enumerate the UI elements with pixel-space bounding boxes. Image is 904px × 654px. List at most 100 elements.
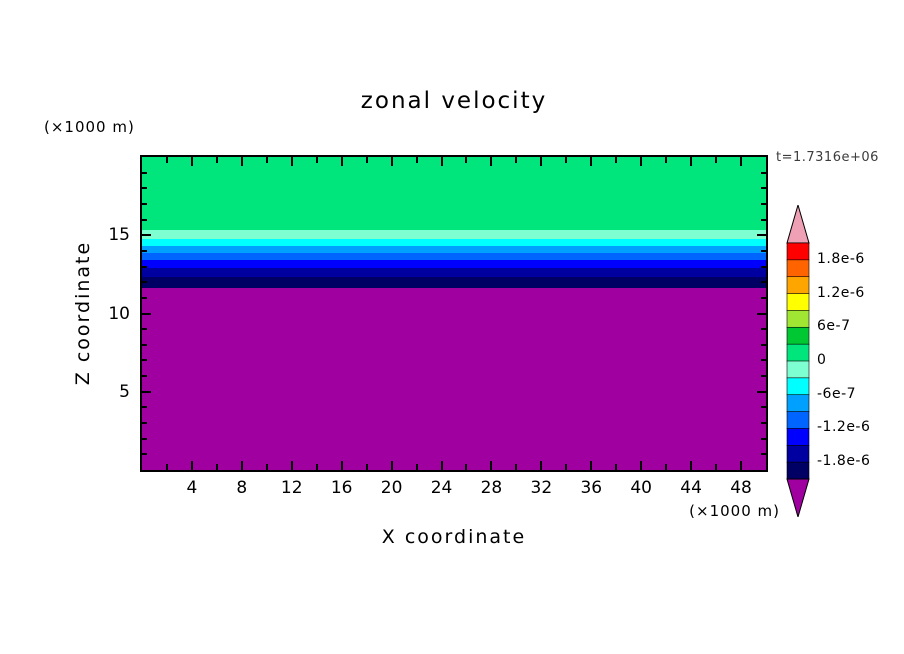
y-tick-label: 10 — [108, 303, 130, 324]
tick-mark — [690, 461, 693, 470]
time-label: t=1.7316e+06 — [776, 150, 879, 165]
tick-mark — [565, 157, 568, 163]
tick-mark — [142, 171, 147, 174]
tick-mark — [761, 249, 766, 252]
tick-mark — [715, 464, 718, 470]
colorbar-segment — [786, 394, 810, 413]
x-tick-label: 20 — [380, 478, 403, 498]
colorbar-label: 6e-7 — [817, 318, 851, 335]
tick-mark — [757, 234, 766, 237]
tick-mark — [640, 157, 643, 166]
heatmap-band — [142, 268, 766, 278]
colorbar-segment — [786, 326, 810, 345]
x-tick-label: 24 — [430, 478, 453, 498]
tick-mark — [315, 464, 318, 470]
tick-mark — [761, 453, 766, 456]
tick-mark — [761, 343, 766, 346]
tick-mark — [215, 464, 218, 470]
colorbar-over-arrow — [786, 203, 810, 244]
colorbar-segment — [786, 242, 810, 261]
heatmap-band — [142, 260, 766, 269]
x-tick-label: 48 — [730, 478, 752, 498]
tick-mark — [315, 157, 318, 163]
x-tick-label: 8 — [236, 478, 248, 498]
colorbar-svg — [786, 203, 810, 519]
tick-mark — [761, 281, 766, 284]
heatmap-band — [142, 246, 766, 254]
x-tick-label: 28 — [480, 478, 503, 498]
tick-mark — [142, 249, 147, 252]
tick-mark — [690, 157, 693, 166]
tick-mark — [142, 296, 147, 299]
tick-mark — [740, 461, 743, 470]
tick-mark — [515, 464, 518, 470]
tick-mark — [142, 343, 147, 346]
colorbar-segment — [786, 259, 810, 278]
tick-mark — [665, 464, 668, 470]
x-tick-label: 44 — [680, 478, 702, 498]
colorbar-segment — [786, 428, 810, 446]
tick-mark — [215, 157, 218, 163]
tick-mark — [615, 464, 618, 470]
chart-title: zonal velocity — [360, 88, 548, 114]
y-tick-label: 15 — [108, 225, 130, 246]
heatmap-band — [142, 157, 766, 231]
x-tick-label: 36 — [580, 478, 603, 498]
tick-mark — [142, 312, 151, 315]
tick-mark — [290, 157, 293, 166]
tick-mark — [761, 422, 766, 425]
tick-mark — [590, 157, 593, 166]
tick-mark — [390, 157, 393, 166]
tick-mark — [415, 157, 418, 163]
tick-mark — [715, 157, 718, 163]
colorbar — [786, 203, 810, 519]
tick-mark — [340, 461, 343, 470]
colorbar-label: -1.2e-6 — [817, 419, 871, 436]
tick-mark — [142, 390, 151, 393]
tick-mark — [565, 464, 568, 470]
colorbar-segment — [786, 293, 810, 312]
tick-mark — [142, 265, 147, 268]
tick-mark — [142, 187, 147, 190]
x-tick-label: 12 — [280, 478, 303, 498]
tick-mark — [190, 461, 193, 470]
tick-mark — [490, 157, 493, 166]
colorbar-label: 0 — [817, 352, 827, 368]
tick-mark — [761, 202, 766, 205]
tick-mark — [440, 461, 443, 470]
tick-mark — [265, 157, 268, 163]
x-unit-label: (×1000 m) — [689, 502, 780, 520]
tick-mark — [290, 461, 293, 470]
tick-mark — [665, 157, 668, 163]
tick-mark — [490, 461, 493, 470]
tick-mark — [540, 157, 543, 166]
tick-mark — [761, 171, 766, 174]
heatmap-band — [142, 239, 766, 247]
tick-mark — [761, 328, 766, 331]
tick-mark — [740, 157, 743, 166]
tick-mark — [142, 359, 147, 362]
tick-mark — [365, 464, 368, 470]
tick-mark — [761, 437, 766, 440]
colorbar-segment — [786, 444, 810, 463]
tick-mark — [761, 296, 766, 299]
tick-mark — [142, 437, 147, 440]
tick-mark — [240, 157, 243, 166]
x-tick-label: 16 — [330, 478, 353, 498]
tick-mark — [757, 312, 766, 315]
tick-mark — [142, 234, 151, 237]
axis-ticks — [142, 157, 766, 470]
tick-mark — [142, 202, 147, 205]
colorbar-under-arrow — [786, 478, 810, 519]
z-unit-label: (×1000 m) — [44, 118, 135, 136]
colorbar-segment — [786, 377, 810, 396]
tick-mark — [142, 281, 147, 284]
tick-mark — [761, 218, 766, 221]
tick-mark — [440, 157, 443, 166]
tick-mark — [761, 406, 766, 409]
heatmap-bands — [142, 157, 766, 471]
tick-mark — [390, 461, 393, 470]
colorbar-label: 1.2e-6 — [817, 284, 865, 301]
tick-mark — [365, 157, 368, 163]
